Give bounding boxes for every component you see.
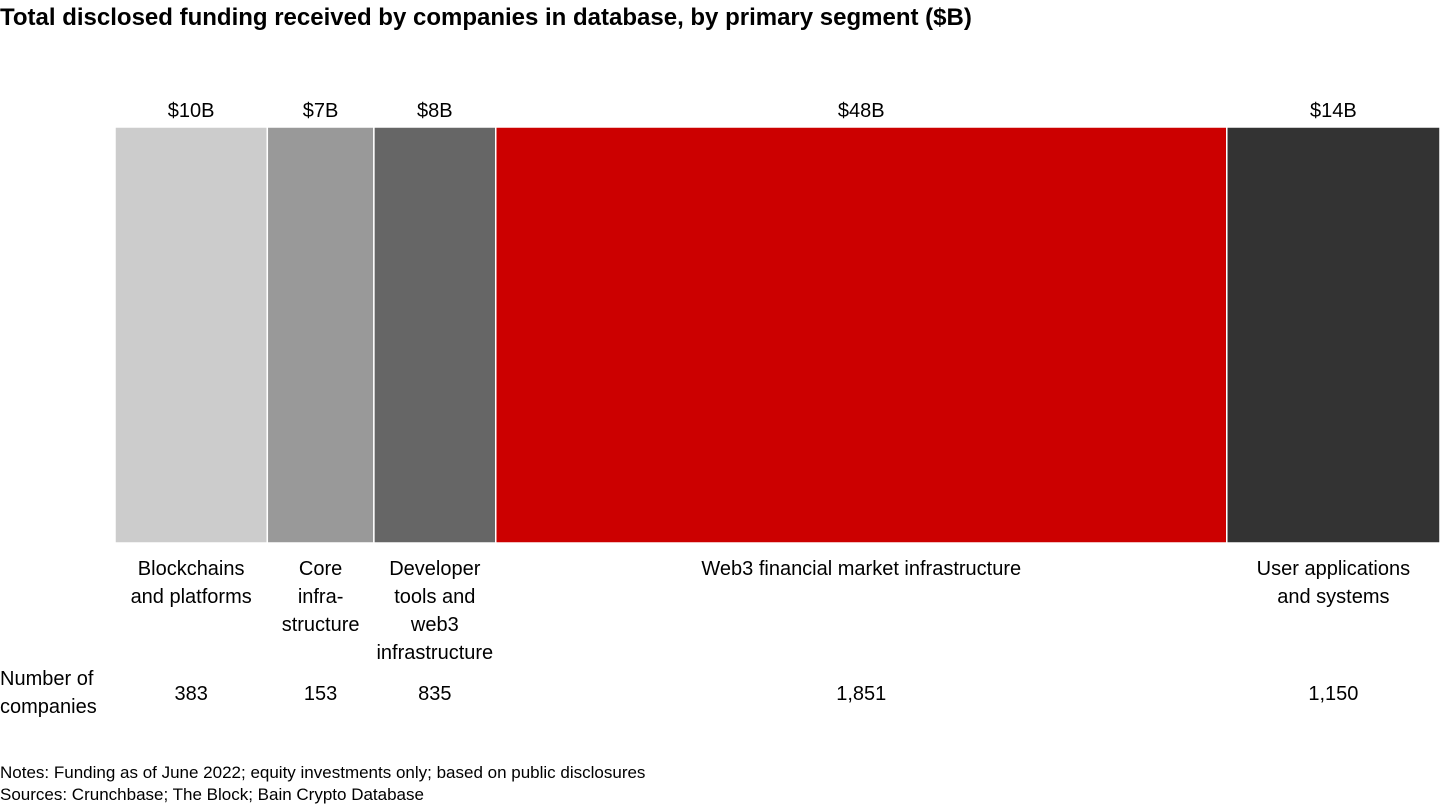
segment-bar-1 <box>266 126 375 544</box>
segment-category-label-2-3: infrastructure <box>376 642 493 664</box>
segment-value-label-0: $10B <box>168 100 215 122</box>
marimekko-chart: $10B Blockchains and platforms 383 $7B Core in… <box>114 100 1440 705</box>
segment-bar-3 <box>494 126 1228 544</box>
sources-text: Sources: Crunchbase; The Block; Bain Cry… <box>0 785 424 804</box>
segment-category-label-0-1: and platforms <box>131 586 252 608</box>
segment-companies-count-4: 1,150 <box>1308 683 1358 705</box>
segment-bar-4 <box>1226 126 1440 544</box>
segment-companies-count-2: 835 <box>418 683 451 705</box>
segment-category-label-4-0: User applications <box>1257 558 1410 580</box>
number-of-companies-label: Number of companies <box>0 668 97 718</box>
segment-companies-count-0: 383 <box>174 683 207 705</box>
segment-value-label-2: $8B <box>417 100 453 122</box>
segment-bar-0 <box>114 126 269 544</box>
segment-category-label-1-0: Core <box>299 558 342 580</box>
segment-category-label-2-1: tools and <box>394 586 475 608</box>
segment-category-label-1-2: structure <box>282 614 360 636</box>
segment-category-label-2-2: web3 <box>410 614 459 636</box>
notes-text: Notes: Funding as of June 2022; equity i… <box>0 763 646 782</box>
segment-companies-count-3: 1,851 <box>836 683 886 705</box>
segment-category-label-0-0: Blockchains <box>138 558 245 580</box>
segment-value-label-3: $48B <box>838 100 885 122</box>
segment-category-label-1-1: infra- <box>298 586 344 608</box>
segment-value-label-1: $7B <box>303 100 339 122</box>
segment-category-label-3-0: Web3 financial market infrastructure <box>701 558 1021 580</box>
chart-title: Total disclosed funding received by comp… <box>0 4 972 31</box>
segment-category-label-4-1: and systems <box>1277 586 1389 608</box>
segment-value-label-4: $14B <box>1310 100 1357 122</box>
segment-companies-count-1: 153 <box>304 683 337 705</box>
footnotes: Notes: Funding as of June 2022; equity i… <box>0 762 645 806</box>
segment-bar-2 <box>373 126 497 544</box>
segment-category-label-2-0: Developer <box>389 558 481 580</box>
